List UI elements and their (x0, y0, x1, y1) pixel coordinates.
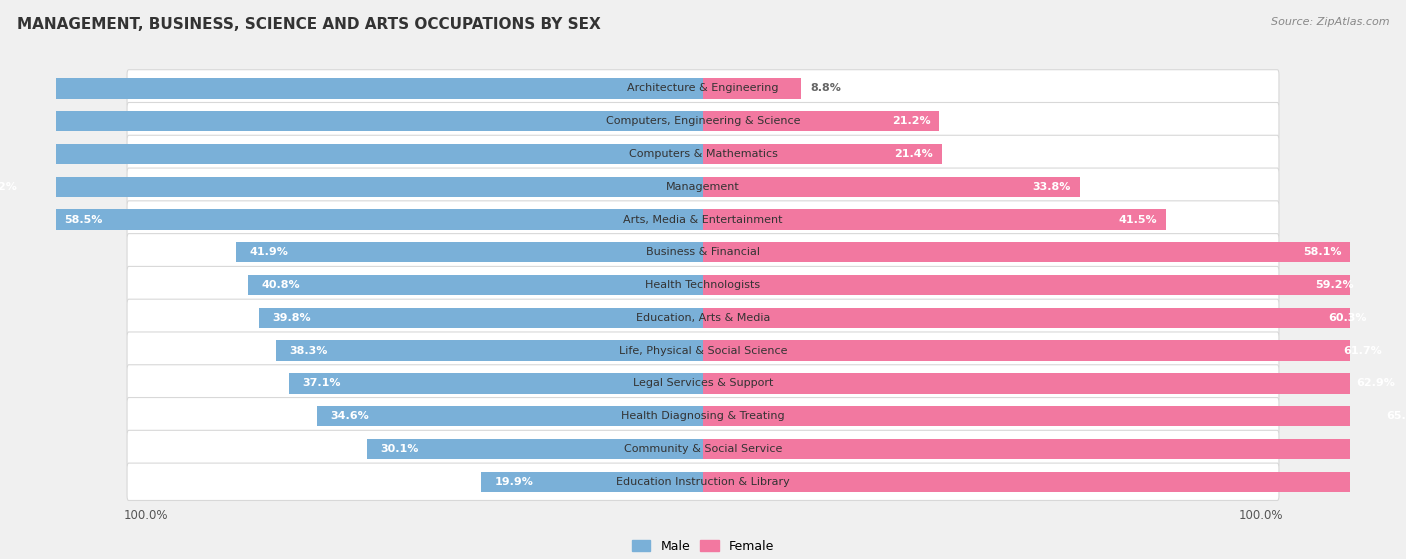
Text: Legal Services & Support: Legal Services & Support (633, 378, 773, 389)
Text: 62.9%: 62.9% (1357, 378, 1396, 389)
Text: Health Technologists: Health Technologists (645, 280, 761, 290)
Bar (0, 78, 703, 98)
FancyBboxPatch shape (127, 201, 1279, 238)
Text: Computers, Engineering & Science: Computers, Engineering & Science (606, 116, 800, 126)
Legend: Male, Female: Male, Female (627, 535, 779, 558)
FancyBboxPatch shape (127, 102, 1279, 140)
Text: 58.1%: 58.1% (1303, 247, 1341, 257)
Bar (0, 177, 703, 197)
Bar (290, 373, 703, 394)
Bar (703, 210, 1166, 230)
Text: 60.3%: 60.3% (1329, 313, 1367, 323)
Bar (236, 242, 703, 263)
Bar (703, 472, 1406, 492)
Text: 21.2%: 21.2% (891, 116, 931, 126)
Text: Education Instruction & Library: Education Instruction & Library (616, 477, 790, 487)
Text: Arts, Media & Entertainment: Arts, Media & Entertainment (623, 215, 783, 225)
Text: Health Diagnosing & Treating: Health Diagnosing & Treating (621, 411, 785, 421)
Bar (703, 340, 1391, 361)
Bar (703, 406, 1406, 427)
Bar (703, 144, 942, 164)
Bar (247, 275, 703, 295)
Bar (481, 472, 703, 492)
Bar (703, 177, 1080, 197)
Text: Life, Physical & Social Science: Life, Physical & Social Science (619, 345, 787, 356)
Text: 38.3%: 38.3% (290, 345, 328, 356)
Text: 21.4%: 21.4% (894, 149, 932, 159)
Text: 66.2%: 66.2% (0, 182, 17, 192)
FancyBboxPatch shape (127, 267, 1279, 304)
Text: Computers & Mathematics: Computers & Mathematics (628, 149, 778, 159)
Text: Education, Arts & Media: Education, Arts & Media (636, 313, 770, 323)
Text: 37.1%: 37.1% (302, 378, 342, 389)
Text: 41.5%: 41.5% (1118, 215, 1157, 225)
Text: Community & Social Service: Community & Social Service (624, 444, 782, 454)
Text: 30.1%: 30.1% (381, 444, 419, 454)
Text: 41.9%: 41.9% (249, 247, 288, 257)
Text: 19.9%: 19.9% (495, 477, 533, 487)
FancyBboxPatch shape (127, 135, 1279, 173)
Bar (367, 439, 703, 459)
Bar (703, 373, 1405, 394)
Text: 8.8%: 8.8% (810, 83, 841, 93)
FancyBboxPatch shape (127, 430, 1279, 468)
Text: Management: Management (666, 182, 740, 192)
Bar (703, 275, 1364, 295)
Bar (318, 406, 703, 427)
Bar (259, 307, 703, 328)
Text: 39.8%: 39.8% (273, 313, 311, 323)
FancyBboxPatch shape (127, 70, 1279, 107)
Bar (703, 439, 1406, 459)
Text: 40.8%: 40.8% (262, 280, 299, 290)
Bar (51, 210, 703, 230)
Bar (703, 307, 1375, 328)
FancyBboxPatch shape (127, 168, 1279, 205)
Bar (703, 111, 939, 131)
FancyBboxPatch shape (127, 397, 1279, 435)
FancyBboxPatch shape (127, 365, 1279, 402)
Text: 59.2%: 59.2% (1316, 280, 1354, 290)
FancyBboxPatch shape (127, 299, 1279, 337)
Bar (703, 78, 801, 98)
FancyBboxPatch shape (127, 332, 1279, 369)
Text: MANAGEMENT, BUSINESS, SCIENCE AND ARTS OCCUPATIONS BY SEX: MANAGEMENT, BUSINESS, SCIENCE AND ARTS O… (17, 17, 600, 32)
Bar (276, 340, 703, 361)
FancyBboxPatch shape (127, 234, 1279, 271)
Text: 33.8%: 33.8% (1032, 182, 1071, 192)
Text: Business & Financial: Business & Financial (645, 247, 761, 257)
FancyBboxPatch shape (127, 463, 1279, 500)
Text: 65.5%: 65.5% (1386, 411, 1406, 421)
Bar (0, 144, 703, 164)
Bar (0, 111, 703, 131)
Text: 61.7%: 61.7% (1343, 345, 1382, 356)
Text: 58.5%: 58.5% (65, 215, 103, 225)
Text: 34.6%: 34.6% (330, 411, 370, 421)
Text: Source: ZipAtlas.com: Source: ZipAtlas.com (1271, 17, 1389, 27)
Bar (703, 242, 1351, 263)
Text: Architecture & Engineering: Architecture & Engineering (627, 83, 779, 93)
